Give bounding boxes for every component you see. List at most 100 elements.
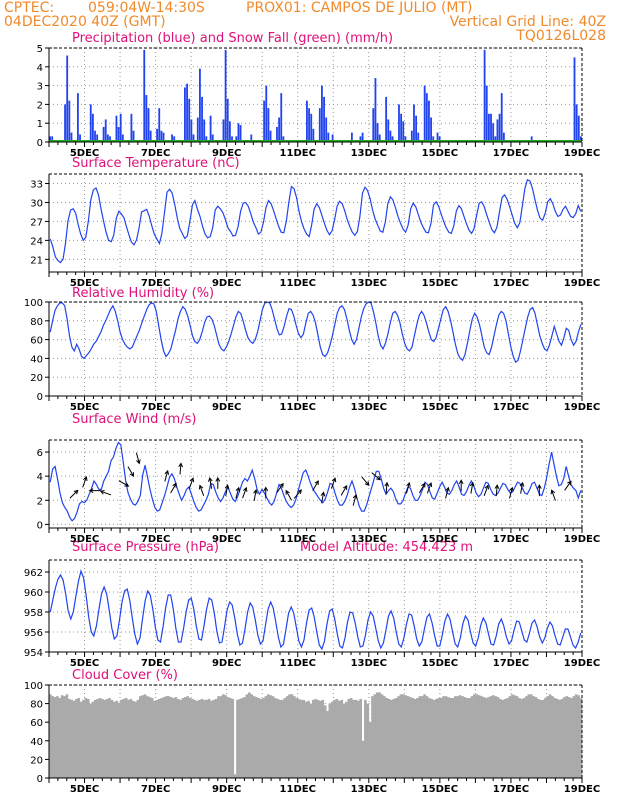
temperature-xtick-label: 17DEC <box>493 278 529 289</box>
precip-bar <box>119 113 122 142</box>
precip-bar <box>186 83 188 142</box>
precip-bar <box>490 113 492 142</box>
precip-bar <box>104 119 107 142</box>
precip-bar <box>49 136 51 142</box>
cloud-bar <box>364 699 367 778</box>
cloud-bar <box>288 694 291 778</box>
wind-arrow <box>418 482 426 494</box>
wind-arrow <box>118 480 130 487</box>
precip-bar <box>494 136 497 142</box>
cloud-bar <box>418 696 422 778</box>
precip-bar <box>76 93 79 142</box>
wind-arrow <box>224 484 230 497</box>
cloud-bar <box>266 694 270 778</box>
humidity-xtick-label: 7DEC <box>141 402 170 413</box>
cloud-bar <box>229 698 232 778</box>
precip-bar <box>267 108 270 142</box>
precip-bar <box>106 134 109 142</box>
cloud-bar <box>439 698 443 778</box>
precip-bar <box>228 121 231 142</box>
precip-bar <box>115 115 118 142</box>
cloud-bar <box>347 698 351 778</box>
cloud-bar <box>451 698 455 778</box>
precip-bar <box>410 130 413 142</box>
cloud-bar <box>565 696 569 778</box>
cloud-bar <box>380 694 384 778</box>
cloud-bar <box>184 697 187 778</box>
wind-arrow <box>293 489 302 499</box>
cloud-bar <box>202 699 206 778</box>
precip-xtick-label: 11DEC <box>280 148 316 159</box>
humidity-ytick-label: 80 <box>30 317 43 328</box>
precip-bar <box>387 119 390 142</box>
cloud-bar <box>484 698 488 778</box>
cloud-bar <box>205 699 209 778</box>
cloud-bar <box>326 711 329 778</box>
cloud-bar <box>501 699 505 778</box>
cloud-bar <box>529 694 533 778</box>
cloud-bar <box>338 700 341 778</box>
precip-bar <box>417 132 420 142</box>
cloud-bar <box>245 694 249 778</box>
wind-xtick-label: 11DEC <box>280 534 316 545</box>
precip-bar <box>79 134 81 142</box>
wind-arrow <box>285 489 293 501</box>
cloud-bar <box>214 698 218 778</box>
cloud-bar <box>558 699 561 778</box>
cloud-bar <box>117 702 121 778</box>
cloud-bar <box>86 698 90 778</box>
cloud-bar <box>406 696 410 778</box>
cloud-bar <box>475 694 479 778</box>
cloud-bar <box>207 698 211 778</box>
precip-bar <box>361 132 364 142</box>
cloud-bar <box>333 699 336 778</box>
precip-bar <box>308 108 310 142</box>
wind-arrow <box>330 477 337 489</box>
cloud-bar <box>435 698 438 778</box>
cloud-bar <box>188 698 192 778</box>
precip-bar <box>425 93 428 142</box>
precip-bar <box>496 119 499 142</box>
precip-bar <box>143 49 146 142</box>
cloud-bar <box>548 694 552 778</box>
cloud-bar <box>437 698 441 778</box>
precip-bar <box>325 117 328 142</box>
cloud-panel-title: Cloud Cover (%) <box>72 668 178 683</box>
cloud-bar <box>411 698 415 778</box>
temperature-xtick-label: 11DEC <box>280 278 316 289</box>
cloud-bar <box>458 695 462 778</box>
cloud-bar <box>110 699 114 778</box>
wind-arrow <box>312 480 319 491</box>
temperature-ytick-label: 33 <box>30 179 43 190</box>
cloud-bar <box>473 694 476 778</box>
precip-bar <box>102 126 105 142</box>
wind-arrow <box>564 480 572 491</box>
cloud-bar <box>387 698 391 778</box>
precip-bar <box>250 134 253 142</box>
precip-xtick-label: 7DEC <box>141 148 170 159</box>
wind-arrow <box>340 484 348 496</box>
precip-bar <box>385 96 388 142</box>
cloud-bar <box>536 698 540 778</box>
cloud-bar <box>153 700 156 778</box>
precip-bar <box>231 136 233 142</box>
wind-arrow <box>253 489 258 501</box>
cloud-bar <box>238 698 242 778</box>
precip-bar <box>96 134 99 142</box>
cloud-bar <box>404 695 408 778</box>
temperature-xtick-label: 19DEC <box>564 278 600 289</box>
cloud-bar <box>513 695 516 778</box>
cloud-bar <box>340 699 344 778</box>
cloud-bar <box>349 698 353 778</box>
pressure-xtick-label: 19DEC <box>564 658 600 669</box>
humidity-xtick-label: 13DEC <box>351 402 387 413</box>
cloud-bar <box>172 698 175 778</box>
cloud-bar <box>304 701 308 778</box>
wind-arrow <box>509 486 514 499</box>
pressure-ytick-label: 962 <box>24 568 43 579</box>
precip-xtick-label: 17DEC <box>493 148 529 159</box>
wind-ytick-label: 4 <box>37 472 43 483</box>
cloud-bar <box>328 703 332 778</box>
cloud-bar <box>390 699 393 778</box>
pressure-panel-title: Surface Pressure (hPa) <box>72 540 219 555</box>
